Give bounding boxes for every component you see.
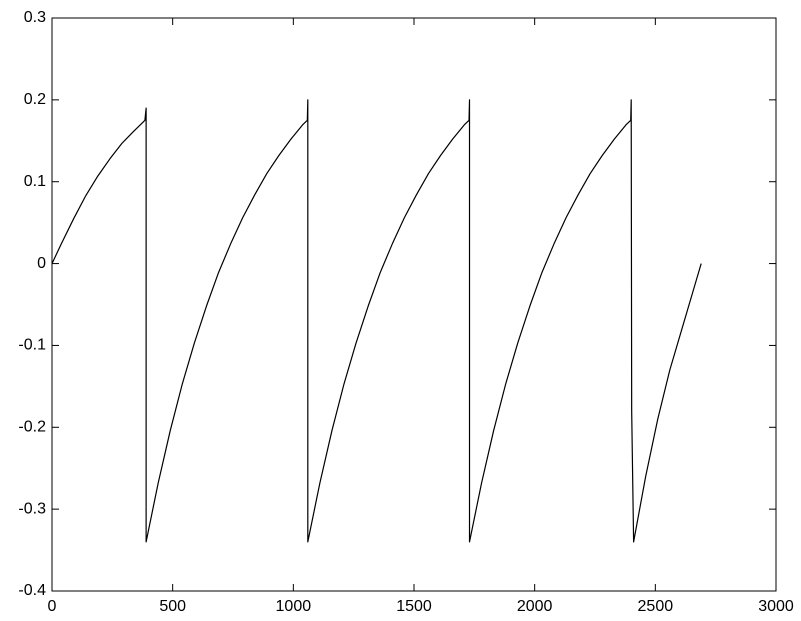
y-tick-label: 0.2 (24, 91, 46, 108)
y-tick-label: 0.1 (24, 173, 46, 190)
plot-frame (51, 17, 777, 592)
x-tick-label: 0 (48, 598, 57, 615)
data-line (51, 99, 702, 543)
x-tick-label: 500 (159, 598, 186, 615)
y-tick-label: -0.3 (18, 500, 46, 517)
x-tick-label: 1000 (276, 598, 312, 615)
y-tick-label: 0 (37, 255, 46, 272)
x-tick-label: 3000 (758, 598, 794, 615)
y-tick-label: -0.4 (18, 582, 46, 599)
x-tick-label: 2000 (517, 598, 553, 615)
x-tick-label: 1500 (396, 598, 432, 615)
y-tick-label: 0.3 (24, 9, 46, 26)
y-tick-label: -0.2 (18, 419, 46, 436)
x-tick-label: 2500 (638, 598, 674, 615)
y-tick-label: -0.1 (18, 337, 46, 354)
